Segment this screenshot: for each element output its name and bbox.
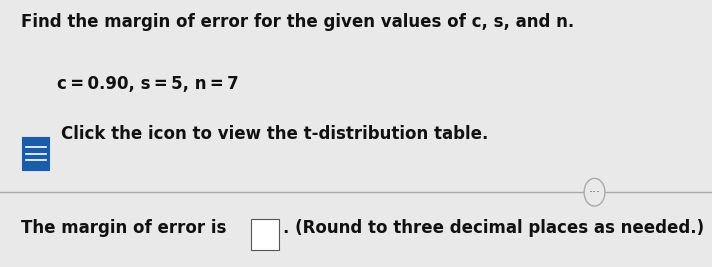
Text: Find the margin of error for the given values of c, s, and n.: Find the margin of error for the given v… xyxy=(21,13,575,31)
Text: The margin of error is: The margin of error is xyxy=(21,219,226,237)
FancyBboxPatch shape xyxy=(251,219,279,250)
Text: ···: ··· xyxy=(589,186,600,199)
FancyBboxPatch shape xyxy=(21,136,50,171)
Text: c = 0.90, s = 5, n = 7: c = 0.90, s = 5, n = 7 xyxy=(57,75,239,93)
Text: Click the icon to view the t-distribution table.: Click the icon to view the t-distributio… xyxy=(61,125,488,143)
Text: . (Round to three decimal places as needed.): . (Round to three decimal places as need… xyxy=(283,219,704,237)
Ellipse shape xyxy=(584,178,605,206)
